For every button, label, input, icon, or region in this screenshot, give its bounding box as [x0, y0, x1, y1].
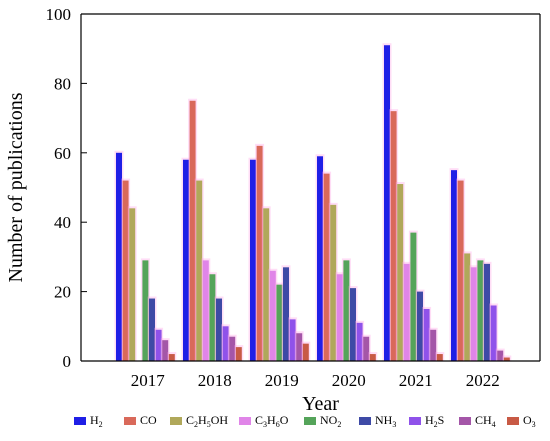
- bar: [336, 274, 343, 361]
- bar: [430, 329, 437, 361]
- bar: [189, 100, 196, 361]
- bar: [390, 111, 397, 361]
- bar: [269, 270, 276, 361]
- x-tick-label: 2019: [265, 371, 299, 390]
- bar: [403, 263, 410, 361]
- legend-swatch: [304, 417, 316, 425]
- bar: [343, 260, 350, 361]
- y-axis-title: Number of publications: [5, 92, 27, 282]
- legend-swatch: [239, 417, 251, 425]
- bar: [369, 354, 376, 361]
- bar: [350, 288, 356, 361]
- plot-area: [114, 43, 512, 361]
- legend-swatch: [74, 417, 86, 425]
- legend-label: H2S: [425, 413, 444, 429]
- bar: [470, 267, 477, 361]
- bar: [363, 336, 370, 361]
- legend-swatch: [124, 417, 136, 425]
- y-tick-label: 20: [54, 283, 71, 302]
- x-tick-label: 2021: [399, 371, 433, 390]
- legend-label: C2H5OH: [186, 413, 228, 429]
- bar: [263, 208, 270, 361]
- bar: [129, 208, 136, 361]
- x-axis-title: Year: [302, 393, 339, 415]
- y-tick-label: 80: [54, 74, 71, 93]
- bar: [497, 350, 504, 361]
- bar: [323, 173, 330, 361]
- bar: [436, 354, 443, 361]
- bar: [317, 156, 323, 361]
- legend-swatch: [409, 417, 421, 425]
- legend: H2 CO C2H5OH C3H6O NO2 NH3 H2S CH4 O3: [74, 413, 536, 429]
- bar: [423, 308, 430, 361]
- bar: [330, 204, 337, 361]
- bar: [162, 340, 169, 361]
- bar: [202, 260, 209, 361]
- bar: [490, 305, 497, 361]
- bar: [397, 184, 404, 361]
- legend-label: CO: [140, 413, 157, 427]
- bar: [222, 326, 229, 361]
- x-tick-label: 2018: [198, 371, 232, 390]
- bar: [196, 180, 203, 361]
- bar: [256, 145, 263, 361]
- bar: [283, 267, 289, 361]
- legend-label: CH4: [475, 413, 496, 429]
- bar: [410, 232, 417, 361]
- x-tick-label: 2020: [332, 371, 366, 390]
- bar: [356, 322, 363, 361]
- bar: [484, 263, 490, 361]
- legend-swatch: [507, 417, 519, 425]
- x-tick-label: 2022: [466, 371, 500, 390]
- bar: [289, 319, 296, 361]
- legend-label: O3: [523, 413, 536, 429]
- bar: [302, 343, 309, 361]
- y-tick-label: 60: [54, 144, 71, 163]
- bar: [116, 152, 122, 361]
- bar: [457, 180, 464, 361]
- bar: [149, 298, 155, 361]
- bar: [477, 260, 484, 361]
- bar: [235, 347, 242, 361]
- bar: [183, 159, 189, 361]
- y-tick-label: 40: [54, 213, 71, 232]
- bar: [276, 284, 283, 361]
- bar: [250, 159, 256, 361]
- y-tick-label: 0: [63, 352, 72, 371]
- legend-label: H2: [90, 413, 103, 429]
- legend-swatch: [459, 417, 471, 425]
- bar: [122, 180, 129, 361]
- legend-swatch: [170, 417, 182, 425]
- axes: 0 20 40 60 80 100 2017 2018 2019 2020 2021 2022: [46, 5, 541, 390]
- bar: [503, 357, 510, 361]
- legend-label: NH3: [375, 413, 396, 429]
- y-tick-label: 100: [46, 5, 72, 24]
- bar: [384, 45, 390, 361]
- bar: [417, 291, 423, 361]
- bar: [296, 333, 303, 361]
- bar: [209, 274, 216, 361]
- bar: [168, 354, 175, 361]
- legend-label: NO2: [320, 413, 341, 429]
- legend-label: C3H6O: [255, 413, 289, 429]
- x-tick-label: 2017: [131, 371, 166, 390]
- bar: [142, 260, 149, 361]
- bar: [216, 298, 222, 361]
- bar: [451, 170, 457, 361]
- bar: [464, 253, 471, 361]
- bar: [229, 336, 236, 361]
- legend-swatch: [359, 417, 371, 425]
- bar: [155, 329, 162, 361]
